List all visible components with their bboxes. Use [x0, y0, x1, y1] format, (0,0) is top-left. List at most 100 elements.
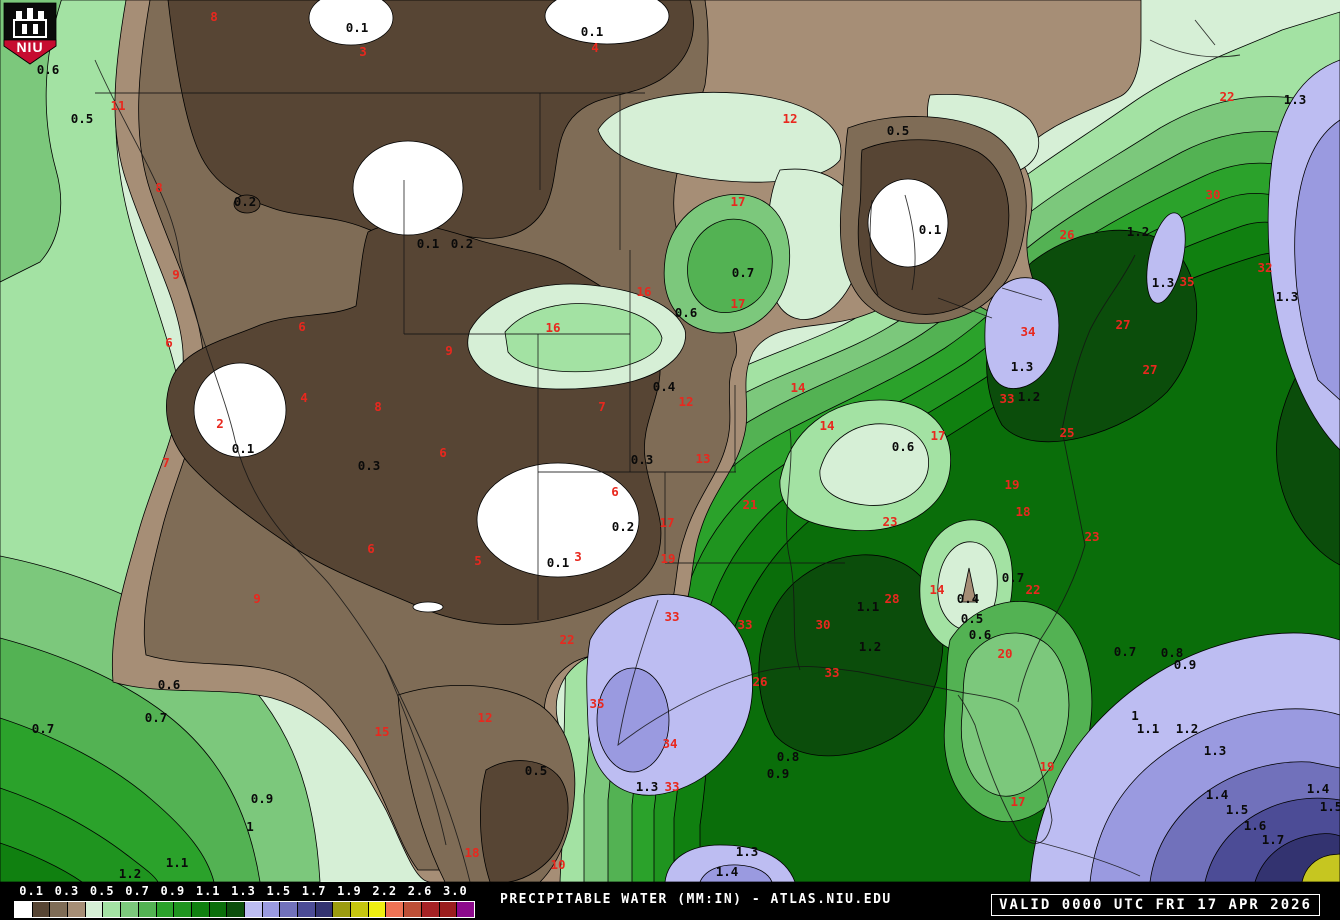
- contour-label: 0.9: [766, 765, 790, 781]
- contour-label: 6: [439, 444, 447, 460]
- contour-label: 1.1: [1136, 720, 1160, 736]
- contour-label: 0.8: [1160, 644, 1184, 660]
- contour-label: 33: [824, 664, 840, 680]
- contour-label: 0.5: [70, 110, 94, 126]
- contour-label: 7: [162, 454, 170, 470]
- contour-label: 0.4: [652, 378, 676, 394]
- contour-label: 18: [1015, 503, 1031, 519]
- contour-label: 4: [591, 39, 599, 55]
- contour-label: 1.1: [856, 598, 880, 614]
- colorbar-swatch: [121, 902, 139, 917]
- colorbar-tick: 1.5: [266, 884, 292, 898]
- colorbar-swatch: [457, 902, 474, 917]
- niu-logo: NIU: [3, 2, 57, 65]
- colorbar-swatch: [404, 902, 422, 917]
- contour-label: 0.2: [233, 193, 257, 209]
- contour-label: 33: [737, 616, 753, 632]
- contour-label: 0.6: [157, 676, 181, 692]
- contour-label: 1.2: [1175, 720, 1199, 736]
- colorbar-tick: 1.3: [231, 884, 256, 898]
- colorbar-swatch: [174, 902, 192, 917]
- colorbar-swatch: [262, 902, 281, 917]
- contour-label: 3: [359, 43, 367, 59]
- contour-label: 0.5: [886, 122, 910, 138]
- contour-label: 34: [662, 735, 678, 751]
- contour-label: 23: [1084, 528, 1100, 544]
- colorbar-tick: 0.1: [19, 884, 44, 898]
- contour-label: 12: [782, 110, 798, 126]
- contour-label: 6: [298, 318, 306, 334]
- contour-label: 1.3: [635, 778, 659, 794]
- contour-label: 26: [1059, 226, 1075, 242]
- contour-label: 8: [210, 8, 218, 24]
- colorbar-tick: 3.0: [443, 884, 468, 898]
- geo-borders: [94, 19, 1241, 882]
- contour-label: 12: [477, 709, 493, 725]
- contour-label: 0.5: [960, 610, 984, 626]
- colorbar-tick: 2.2: [372, 884, 398, 898]
- contour-label: 1.1: [165, 854, 189, 870]
- contour-label: 3: [574, 548, 582, 564]
- contour-label: 1.6: [1243, 817, 1267, 833]
- colorbar-swatch: [156, 902, 175, 917]
- colorbar-swatch: [280, 902, 298, 917]
- contour-label: 1.3: [1151, 274, 1175, 290]
- contour-label: 0.6: [36, 61, 60, 77]
- contour-label: 28: [884, 590, 900, 606]
- contour-label: 18: [464, 844, 480, 860]
- valid-time-box: VALID 0000 UTC FRI 17 APR 2026: [991, 894, 1320, 916]
- colorbar-swatch: [85, 902, 104, 917]
- contour-label: 5: [474, 552, 482, 568]
- contour-label: 14: [929, 581, 945, 597]
- colorbar-swatch: [244, 902, 263, 917]
- colorbar-swatch: [368, 902, 387, 917]
- contour-label: 0.9: [1173, 656, 1197, 672]
- contour-label: 20: [997, 645, 1013, 661]
- contour-map-canvas: [0, 0, 1340, 882]
- colorbar-swatch: [298, 902, 316, 917]
- colorbar-tick: 2.6: [407, 884, 433, 898]
- contour-label: 8: [155, 179, 163, 195]
- contour-label: 17: [659, 514, 675, 530]
- contour-label: 22: [1025, 581, 1041, 597]
- contour-label: 0.7: [1113, 643, 1137, 659]
- contour-label: 1.4: [1205, 786, 1229, 802]
- contour-label: 27: [1142, 361, 1158, 377]
- contour-label: 6: [611, 483, 619, 499]
- colorbar-tick: 0.3: [54, 884, 80, 898]
- map-title: PRECIPITABLE WATER (MM:IN) - ATLAS.NIU.E…: [500, 892, 892, 907]
- colorbar-swatch: [227, 902, 245, 917]
- contour-label: 1.2: [858, 638, 882, 654]
- contour-label: 0.4: [956, 590, 980, 606]
- contour-label: 1.2: [118, 865, 142, 881]
- contour-label: 1.2: [1017, 388, 1041, 404]
- contour-label: 4: [300, 389, 308, 405]
- colorbar-swatch: [386, 902, 405, 917]
- contour-label: 12: [678, 393, 694, 409]
- colorbar-swatch: [138, 902, 157, 917]
- contour-label: 8: [374, 398, 382, 414]
- contour-label: 19: [660, 550, 676, 566]
- colorbar-tick: 0.7: [125, 884, 150, 898]
- contour-label: 0.6: [891, 438, 915, 454]
- contour-label: 0.3: [630, 451, 654, 467]
- contour-label: 17: [730, 295, 746, 311]
- contour-label: 1: [1131, 707, 1139, 723]
- contour-label: 35: [589, 695, 605, 711]
- contour-label: 15: [374, 723, 390, 739]
- contour-label: 1.2: [1126, 223, 1150, 239]
- contour-label: 1.4: [715, 863, 739, 879]
- contour-label: 13: [695, 450, 711, 466]
- contour-label: 14: [790, 379, 806, 395]
- contour-label: 21: [742, 496, 758, 512]
- contour-label: 30: [1205, 186, 1221, 202]
- contour-label: 32: [1257, 259, 1273, 275]
- contour-label: 6: [165, 334, 173, 350]
- colorbar-swatch: [421, 902, 440, 917]
- contour-label: 0.8: [776, 748, 800, 764]
- contour-label: 1.4: [1306, 780, 1330, 796]
- contour-label: 0.5: [524, 762, 548, 778]
- colorbar-tick: 1.9: [337, 884, 362, 898]
- contour-label: 22: [1219, 88, 1235, 104]
